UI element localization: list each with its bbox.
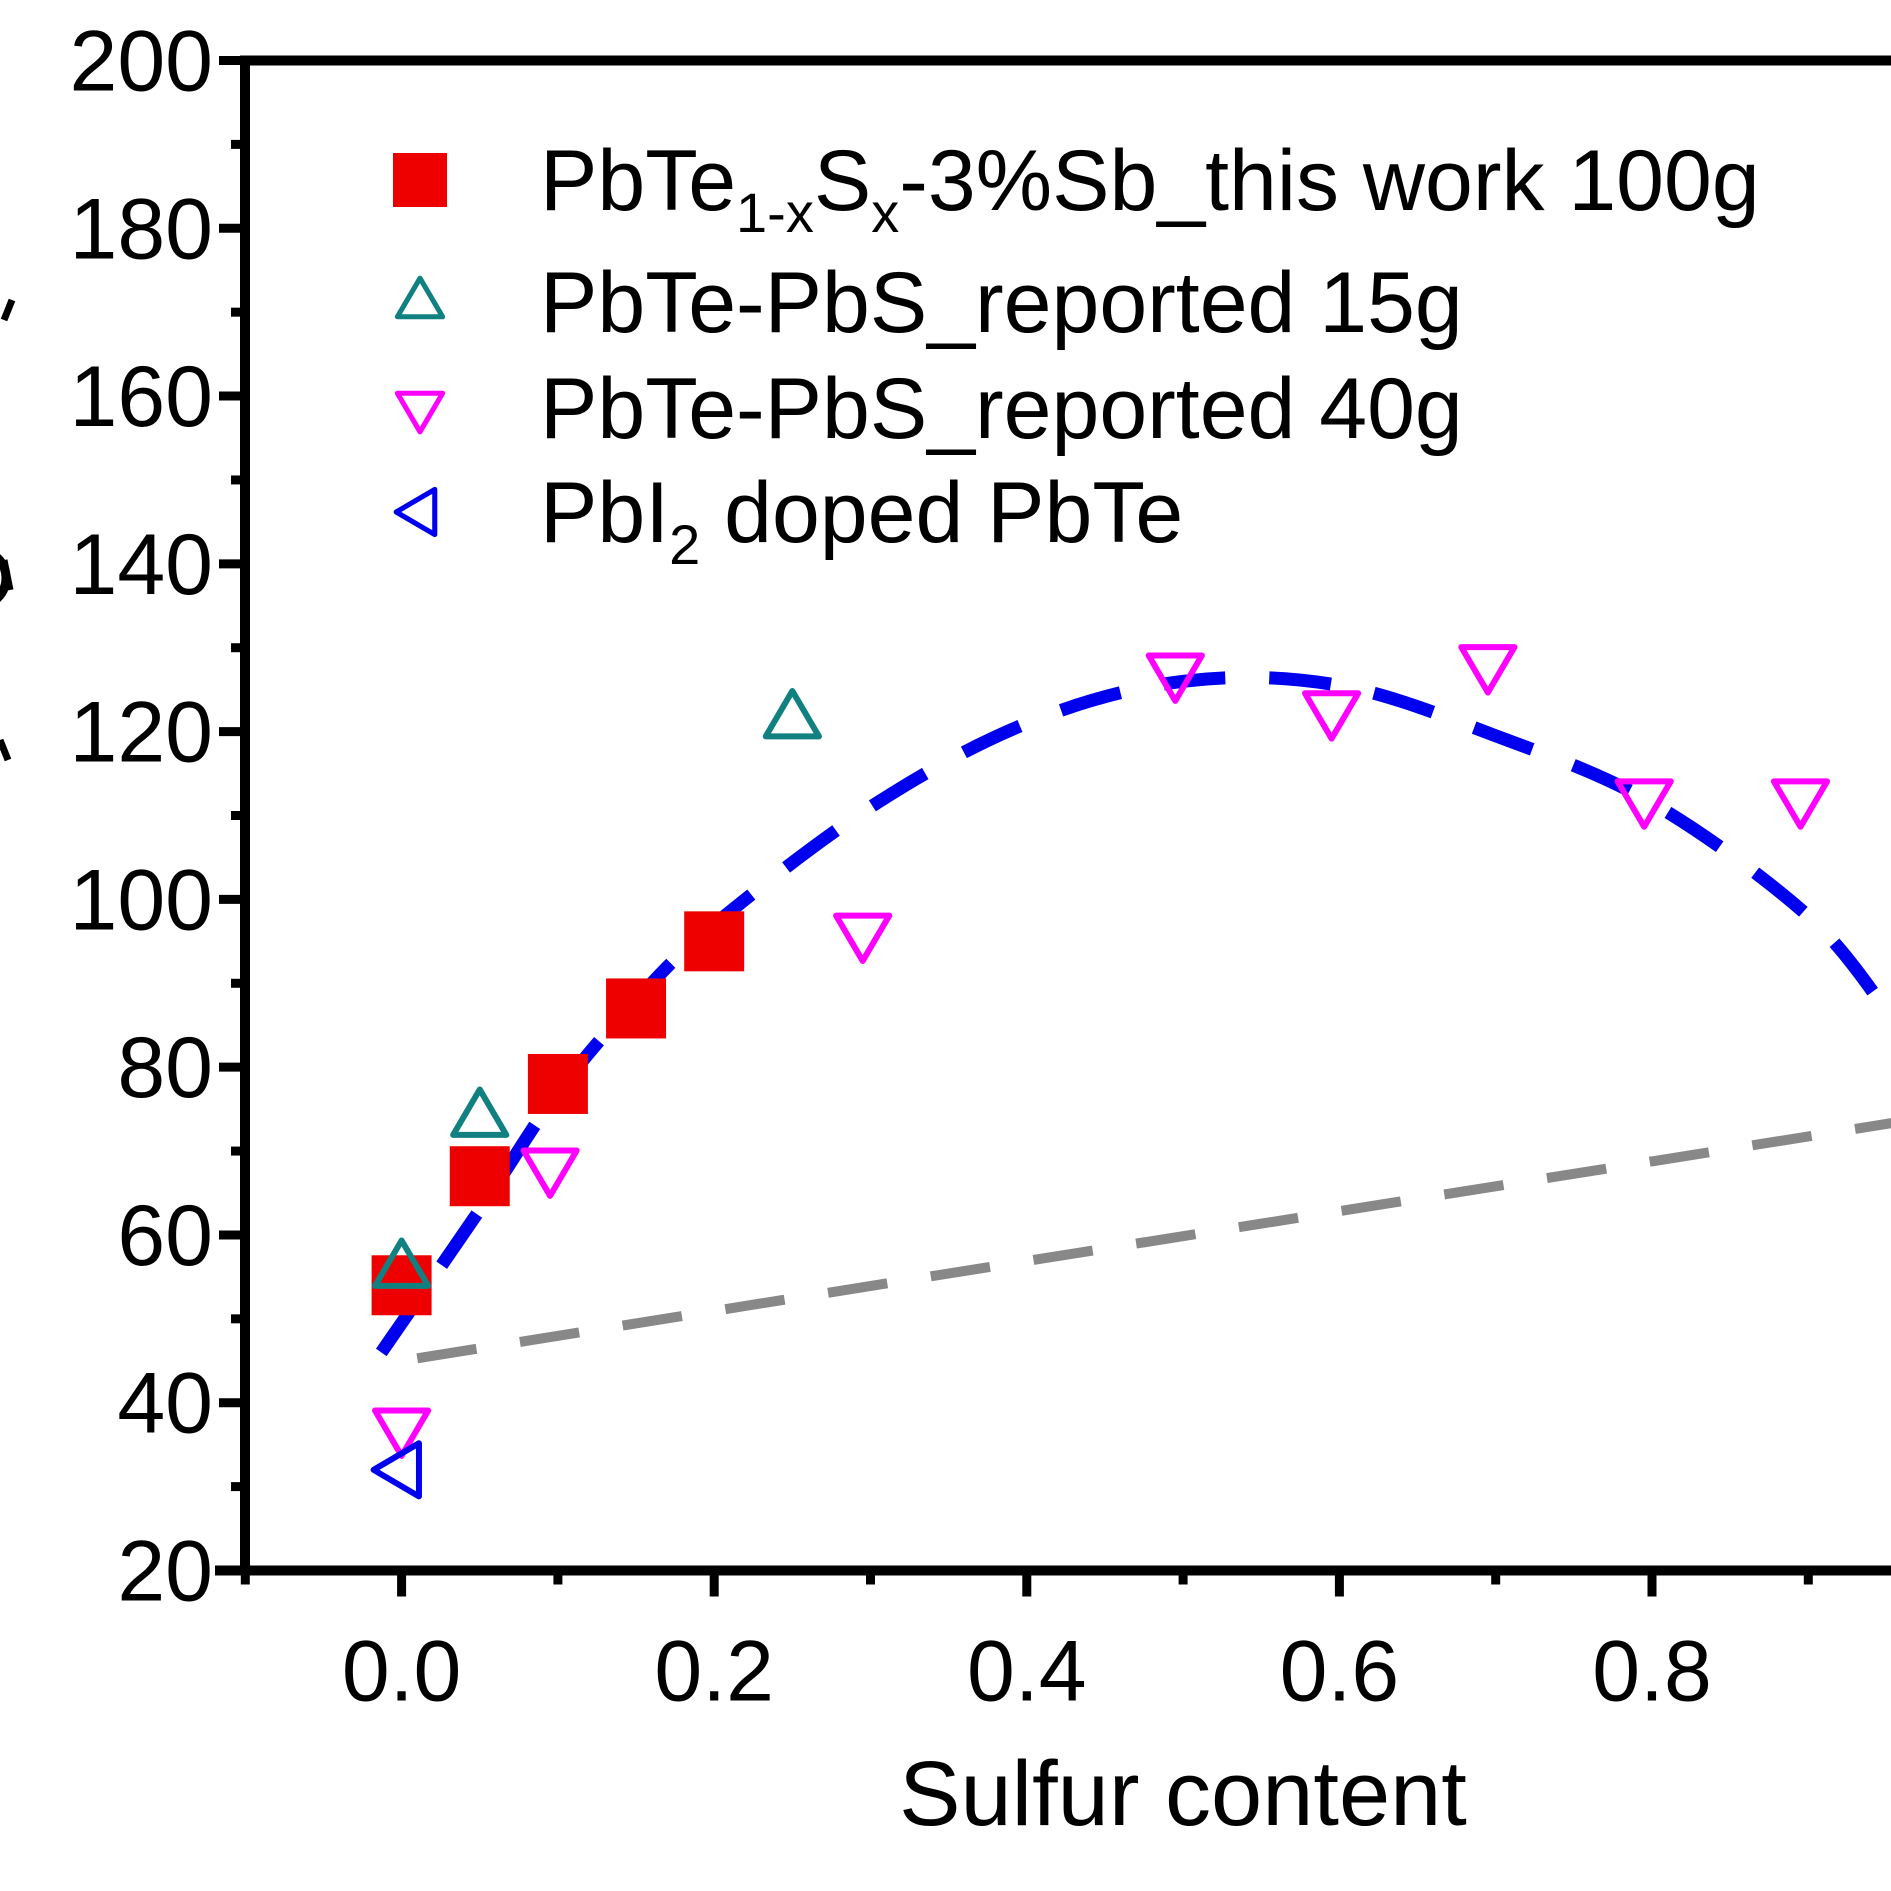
y-tick-label: 20: [117, 1524, 213, 1620]
data-point-series-2: [372, 1237, 432, 1289]
data-point-series-3: [1145, 652, 1205, 704]
y-axis-title-fragment: [0, 738, 12, 762]
x-tick-label: 0.6: [1280, 1624, 1400, 1720]
legend-text-part: doped PbTe: [700, 465, 1183, 561]
x-tick-label: 0.2: [654, 1624, 774, 1720]
y-tick-label: 60: [117, 1188, 213, 1284]
legend-marker: [394, 390, 446, 435]
legend-text-part: PbTe-PbS_reported 15g: [540, 255, 1463, 351]
linear-reference-line: [416, 1118, 1891, 1364]
legend-text-part: PbTe: [540, 133, 736, 229]
data-point-series-1: [527, 1053, 588, 1114]
y-axis-title-fragment: [0, 554, 11, 602]
data-point-series-3: [1614, 778, 1674, 830]
legend: PbTe1-xSx-3%Sb_this work 100g PbTe-PbS_re…: [393, 133, 1760, 576]
x-tick-label: 0.8: [1592, 1624, 1712, 1720]
y-tick-label: 200: [70, 14, 214, 110]
data-point-series-3: [833, 912, 893, 964]
y-axis-title-cropped: [0, 298, 16, 762]
tick-labels: 20 40 60 80 100 120 140 160 180 200 0.0 0.2 0.4 0.6 0.…: [70, 14, 1712, 1720]
legend-text-part: -3%Sb_this work 100g: [899, 133, 1759, 229]
legend-label: PbTe-PbS_reported 40g: [540, 361, 1463, 457]
legend-item: PbTe1-xSx-3%Sb_this work 100g: [393, 133, 1760, 244]
legend-item: PbTe-PbS_reported 40g: [394, 361, 1463, 457]
x-axis-title: Sulfur content: [899, 1743, 1467, 1845]
legend-subscript: 1-x: [736, 181, 814, 244]
fit-lines: [375, 670, 1891, 1364]
data-point-series-3: [1458, 644, 1518, 696]
legend-subscript: 2: [669, 513, 700, 576]
data-point-series-1: [449, 1146, 510, 1207]
axes: [215, 55, 1891, 1597]
y-tick-label: 40: [117, 1356, 213, 1452]
y-axis-title-fragment: [0, 298, 16, 322]
legend-marker: [393, 486, 438, 538]
data-point-series-3: [1301, 690, 1362, 742]
y-tick-label: 100: [70, 852, 214, 948]
legend-label: PbTe1-xSx-3%Sb_this work 100g: [540, 133, 1760, 244]
data-point-series-4: [370, 1440, 422, 1500]
legend-subscript: x: [871, 181, 899, 244]
y-tick-label: 120: [70, 685, 214, 781]
legend-marker: [393, 153, 447, 207]
x-tick-label: 0.4: [967, 1624, 1087, 1720]
legend-item: PbTe-PbS_reported 15g: [394, 255, 1463, 351]
y-tick-label: 180: [70, 181, 214, 277]
data-point-series-2: [762, 688, 822, 740]
legend-text-part: PbI: [540, 465, 669, 561]
y-tick-label: 140: [70, 517, 214, 613]
data-points: [370, 644, 1831, 1500]
legend-label: PbI2 doped PbTe: [540, 465, 1183, 576]
data-point-series-2: [450, 1086, 510, 1138]
data-point-series-1: [684, 911, 745, 972]
y-tick-label: 160: [70, 349, 214, 445]
x-tick-label: 0.0: [342, 1624, 462, 1720]
legend-marker: [394, 275, 446, 320]
data-point-series-1: [606, 978, 667, 1039]
legend-label: PbTe-PbS_reported 15g: [540, 255, 1463, 351]
legend-text-part: S: [814, 133, 871, 229]
legend-item: PbI2 doped PbTe: [393, 465, 1183, 576]
data-point-series-3: [520, 1147, 580, 1199]
data-point-series-3: [1770, 778, 1831, 830]
y-tick-label: 80: [117, 1020, 213, 1116]
data-point-series-3: [372, 1407, 432, 1459]
legend-text-part: PbTe-PbS_reported 40g: [540, 361, 1463, 457]
